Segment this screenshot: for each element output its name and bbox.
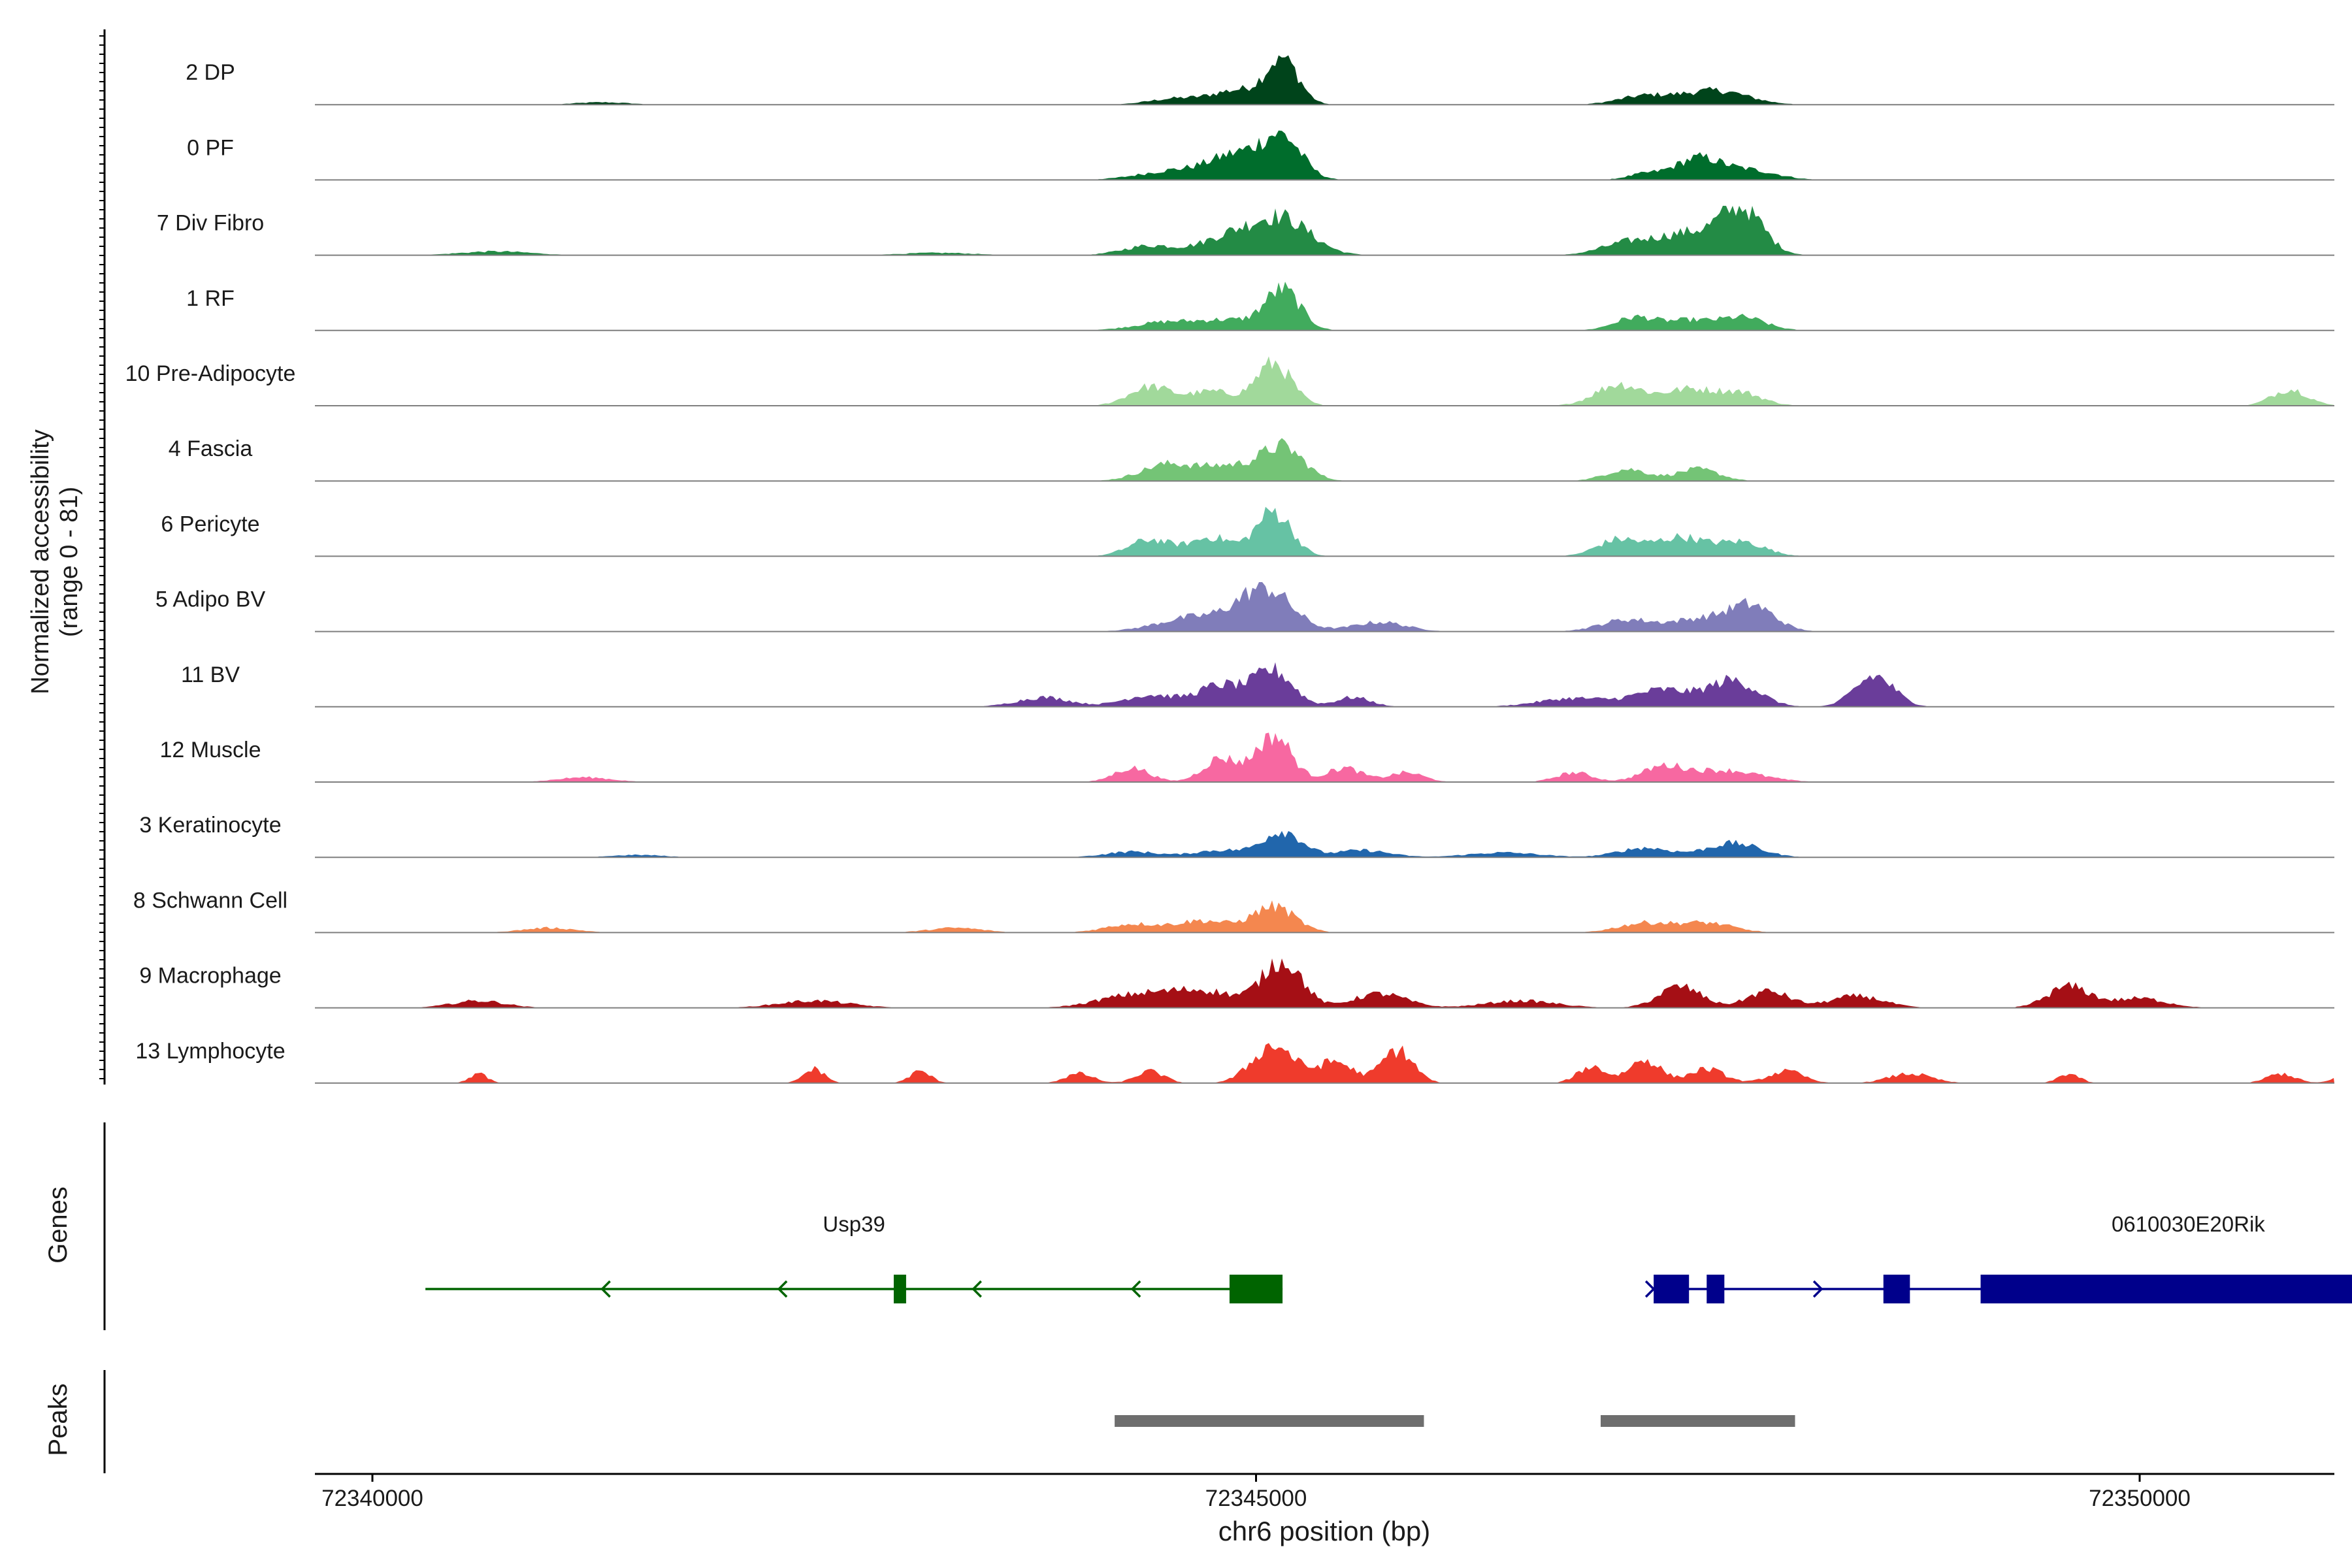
coverage-track: 5 Adipo BV [155,582,2334,632]
strand-arrow [972,1280,982,1298]
coverage-track: 11 BV [181,662,2334,708]
x-tick-label: 72340000 [321,1486,423,1511]
track-label: 2 DP [186,60,235,85]
gene-exon [1654,1275,1690,1303]
coverage-track: 0 PF [187,130,2334,181]
track-label: 9 Macrophage [139,964,281,988]
track-label: 10 Pre-Adipocyte [125,361,296,386]
track-label: 7 Div Fibro [157,211,264,236]
strand-arrow [600,1280,611,1298]
coverage-track: 6 Pericyte [161,506,2334,557]
gene-exon [1980,1275,2352,1303]
x-axis-title: chr6 position (bp) [1218,1516,1431,1546]
gene-exon [1707,1275,1725,1303]
coverage-area [315,958,2334,1008]
track-label: 0 PF [187,135,234,160]
x-tick-label: 72350000 [2089,1486,2191,1511]
strand-arrow [1644,1280,1656,1298]
track-label: 3 Keratinocyte [139,813,281,838]
gene-exon [1883,1275,1910,1303]
peaks-panel-title: Peaks [44,1383,73,1456]
y-axis-title-line2: (range 0 - 81) [56,487,83,637]
coverage-track: 12 Muscle [160,732,2334,783]
coverage-axis-ticks [99,35,105,1079]
track-label: 11 BV [181,662,240,687]
track-label: 1 RF [186,286,235,311]
track-label: 13 Lymphocyte [135,1039,285,1064]
peak-region [1600,1415,1795,1427]
coverage-track: 7 Div Fibro [157,206,2334,256]
x-axis-ticks: 72340000723450007235000072355000 [321,1474,2191,1511]
x-tick-label: 72345000 [1205,1486,1307,1511]
coverage-area [315,1043,2334,1083]
coverage-track: 4 Fascia [169,436,2334,482]
peak-region [1115,1415,1424,1427]
strand-arrow [1130,1280,1141,1298]
strand-arrow [777,1280,788,1298]
coverage-track: 8 Schwann Cell [133,888,2334,934]
coverage-tracks: 2 DP 0 PF 7 Div Fibro 1 RF 10 Pre-Adipocyte 4… [125,55,2334,1084]
y-axis-title-line1: Normalized accessibility [27,429,54,694]
gene-model: Usp39 [425,1212,1283,1303]
gene-label: 0610030E20Rik [2112,1212,2265,1236]
track-label: 8 Schwann Cell [133,888,287,913]
coverage-track: 9 Macrophage [139,958,2334,1009]
track-label: 5 Adipo BV [155,587,266,612]
track-label: 6 Pericyte [161,512,259,536]
gene-exon [893,1275,906,1303]
strand-arrow [1812,1280,1823,1298]
gene-exon [1229,1275,1283,1303]
track-label: 4 Fascia [169,436,253,461]
gene-label: Usp39 [823,1212,885,1236]
coverage-track: 13 Lymphocyte [135,1039,2334,1084]
coverage-track: 1 RF [186,282,2334,331]
coverage-track: 2 DP [186,55,2334,106]
genes-track: Usp390610030E20RikTmem150a [425,1212,2352,1303]
peaks-track [1115,1415,1795,1427]
coverage-track: 3 Keratinocyte [139,813,2334,858]
track-label: 12 Muscle [160,738,261,762]
gene-model: 0610030E20Rik [1644,1212,2352,1303]
coverage-area [315,206,2334,255]
genes-panel-title: Genes [44,1186,73,1264]
coverage-track: 10 Pre-Adipocyte [125,356,2334,406]
